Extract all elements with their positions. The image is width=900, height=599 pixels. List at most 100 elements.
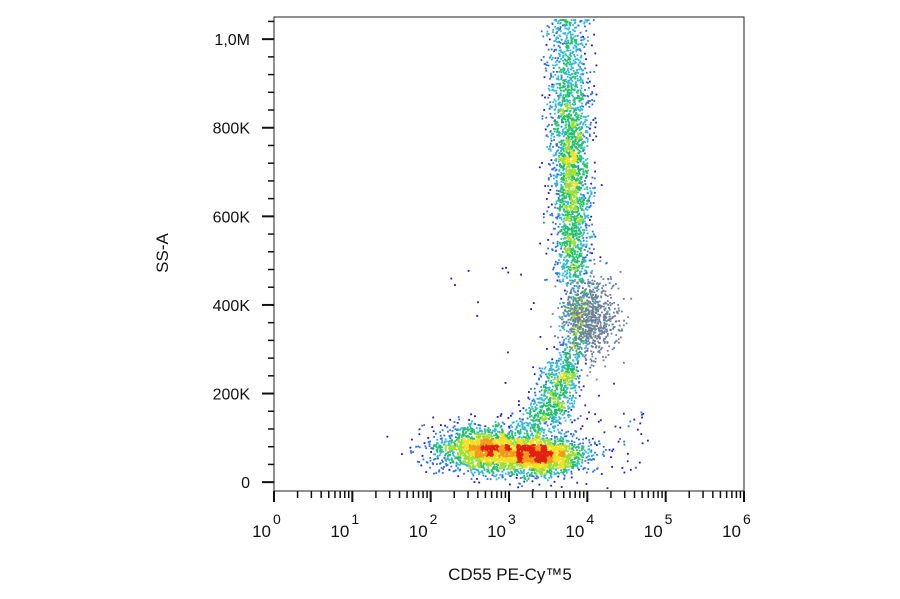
- event-dot: [584, 183, 587, 185]
- event-dot: [562, 203, 565, 206]
- event-dot: [487, 467, 490, 470]
- event-dot: [473, 450, 476, 453]
- event-dot: [542, 384, 545, 387]
- event-dot: [499, 448, 502, 451]
- event-dot: [539, 369, 542, 372]
- event-dot: [572, 29, 575, 32]
- event-dot: [556, 173, 559, 176]
- event-dot: [512, 450, 515, 453]
- event-dot: [557, 77, 559, 80]
- event-dot: [520, 440, 523, 442]
- event-dot: [572, 296, 575, 298]
- event-dot: [519, 454, 521, 457]
- event-dot: [547, 456, 549, 458]
- event-dot: [537, 465, 540, 468]
- event-dot: [550, 203, 553, 206]
- event-dot: [581, 244, 584, 247]
- event-dot: [515, 477, 518, 479]
- event-dot: [507, 467, 509, 470]
- event-dot: [546, 387, 549, 389]
- event-dot: [565, 458, 568, 461]
- event-dot: [507, 444, 510, 447]
- event-dot: [516, 454, 518, 456]
- event-dot: [576, 48, 579, 51]
- event-dot: [559, 466, 562, 469]
- event-dot: [572, 373, 574, 376]
- event-dot: [465, 461, 468, 464]
- event-dot: [529, 461, 532, 464]
- event-dot: [563, 209, 565, 212]
- event-dot: [537, 476, 540, 479]
- event-dot: [468, 439, 471, 442]
- event-dot: [548, 459, 551, 462]
- event-dot: [567, 95, 570, 98]
- event-dot: [542, 402, 545, 405]
- event-dot: [551, 414, 554, 416]
- event-dot: [521, 476, 524, 479]
- event-dot: [448, 440, 451, 442]
- event-dot: [478, 456, 481, 459]
- event-dot: [500, 461, 503, 464]
- event-dot: [501, 448, 504, 450]
- event-dot: [556, 398, 559, 401]
- event-dot: [440, 441, 443, 444]
- event-dot: [550, 410, 553, 412]
- event-dot: [490, 435, 493, 438]
- event-dot: [550, 476, 553, 479]
- event-dot: [550, 413, 552, 416]
- event-dot: [554, 159, 556, 162]
- event-dot: [543, 399, 546, 402]
- event-dot: [440, 424, 442, 426]
- event-dot: [528, 462, 530, 464]
- event-dot: [539, 422, 542, 425]
- event-dot: [554, 440, 557, 443]
- event-dot: [523, 428, 525, 431]
- event-dot: [469, 457, 472, 460]
- event-dot: [496, 452, 499, 454]
- event-dot: [532, 475, 535, 478]
- event-dot: [500, 425, 503, 427]
- event-dot: [537, 414, 540, 416]
- event-dot: [559, 446, 561, 449]
- event-dot: [563, 19, 566, 21]
- event-dot: [575, 437, 578, 440]
- event-dot: [465, 455, 468, 458]
- event-dot: [499, 450, 502, 453]
- event-dot: [480, 441, 482, 444]
- event-dot: [464, 439, 466, 442]
- event-dot: [527, 435, 530, 437]
- event-dot: [470, 458, 473, 460]
- event-dot: [575, 39, 578, 41]
- event-dot: [534, 477, 537, 480]
- event-dot: [549, 381, 552, 384]
- event-dot: [470, 469, 472, 472]
- event-dot: [486, 446, 489, 449]
- event-dot: [576, 355, 579, 358]
- event-dot: [522, 407, 525, 410]
- event-dot: [531, 471, 533, 474]
- event-dot: [435, 449, 438, 452]
- event-dot: [577, 359, 580, 362]
- event-dot: [469, 466, 472, 469]
- event-dot: [545, 460, 548, 462]
- event-dot: [585, 271, 588, 273]
- event-dot: [438, 469, 441, 472]
- event-dot: [467, 452, 470, 455]
- event-dot: [531, 449, 533, 452]
- event-dot: [566, 284, 568, 287]
- event-dot: [577, 456, 580, 459]
- event-dot: [439, 449, 441, 452]
- event-dot: [577, 178, 580, 181]
- event-dot: [489, 450, 492, 452]
- event-dot: [524, 442, 527, 445]
- event-dot: [558, 141, 561, 144]
- event-dot: [488, 461, 491, 463]
- event-dot: [567, 159, 569, 162]
- event-dot: [560, 230, 563, 232]
- event-dot: [547, 440, 549, 443]
- event-dot: [560, 76, 563, 79]
- event-dot: [492, 458, 495, 461]
- event-dot: [543, 367, 546, 370]
- event-dot: [564, 449, 567, 452]
- event-dot: [517, 422, 520, 425]
